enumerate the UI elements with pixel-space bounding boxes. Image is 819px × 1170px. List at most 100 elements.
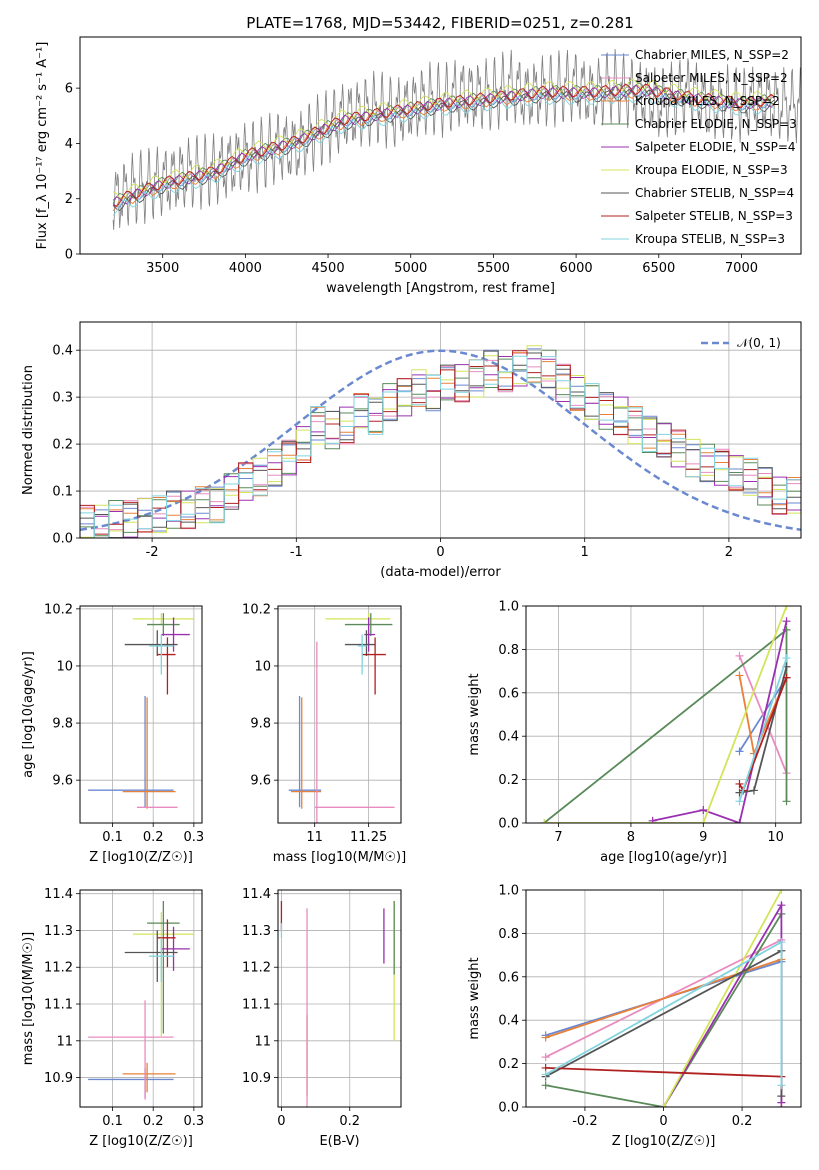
y-tick-label: 6 (65, 82, 73, 97)
y-tick-label: 4 (65, 137, 73, 152)
y-tick-label: 11.4 (242, 887, 271, 902)
weight-marker (735, 651, 744, 660)
plot-area (112, 48, 801, 230)
weight-line (545, 913, 783, 1107)
x-tick-label: 4000 (229, 261, 262, 276)
y-tick-label: 11.2 (242, 961, 271, 976)
weight-line (544, 606, 788, 823)
y-tick-label: 0.6 (498, 970, 519, 985)
weight-marker (777, 890, 786, 894)
y-tick-label: 9.6 (52, 774, 73, 789)
weight-marker (648, 816, 657, 823)
x-tick-label: 0.3 (184, 830, 205, 845)
y-tick-label: 9.8 (250, 717, 271, 732)
y-axis-label: Flux [f_λ 10⁻¹⁷ erg cm⁻² s⁻¹ A⁻¹] (35, 42, 50, 250)
weight-marker (735, 671, 744, 680)
y-axis-label: mass [log10(M/M☉)] (21, 932, 36, 1065)
y-tick-label: 10 (56, 659, 73, 674)
y-tick-label: 10.2 (242, 602, 271, 617)
x-tick-label: 4500 (312, 261, 345, 276)
weight-marker (782, 617, 791, 626)
x-tick-label: 0.2 (143, 1114, 164, 1129)
legend-entry: Salpeter STELIB, N_SSP=3 (635, 209, 793, 223)
x-axis-label: wavelength [Angstrom, rest frame] (326, 281, 555, 296)
y-tick-label: 0.2 (52, 438, 73, 453)
panel-age-vs-Z: 0.1 0.2 0.3 9.6 9.8 10 10.2 Z [log10(Z/Z☉)] age … (21, 602, 204, 865)
axes-frame (525, 889, 802, 1108)
y-axis-label: mass weight (467, 957, 482, 1039)
x-tick-label: 0.2 (143, 830, 164, 845)
figure-title: PLATE=1768, MJD=53442, FIBERID=0251, z=0… (246, 14, 633, 32)
x-axis-label: Z [log10(Z/Z☉)] (612, 1134, 716, 1149)
weight-line (545, 1067, 782, 1078)
y-tick-label: 0.8 (498, 927, 519, 942)
histogram-step (80, 355, 801, 538)
panel-weight-vs-Z: -0.2 0 0.2 0.0 0.2 0.4 0.6 0.8 1.0 Z [log10(Z/Z☉)… (467, 884, 802, 1149)
weight-marker (777, 901, 786, 910)
x-tick-label: 0 (659, 1114, 667, 1129)
y-tick-label: 10 (254, 659, 271, 674)
legend-entry: Salpeter ELODIE, N_SSP=4 (635, 140, 796, 154)
x-tick-label: 0 (277, 1114, 285, 1129)
y-tick-label: 0.2 (498, 773, 519, 788)
axes-frame (277, 605, 402, 824)
weight-marker (777, 938, 786, 947)
model-line (112, 78, 775, 200)
y-tick-label: 10.2 (44, 602, 73, 617)
y-tick-label: 11.3 (44, 924, 73, 939)
gaussian-curve (80, 349, 801, 532)
weight-marker (735, 779, 744, 788)
x-tick-label: -2 (146, 545, 159, 560)
weight-marker (541, 1081, 550, 1090)
axes-frame (277, 889, 402, 1108)
weight-marker (777, 1092, 786, 1101)
x-tick-label: 0.3 (184, 1114, 205, 1129)
x-tick-label: 0.1 (102, 1114, 123, 1129)
legend-entry: Chabrier MILES, N_SSP=2 (635, 48, 789, 62)
x-tick-label: 8 (627, 830, 635, 845)
y-tick-label: 11 (56, 1034, 73, 1049)
y-axis-label: Normed distribution (21, 365, 36, 495)
axes-frame (525, 605, 802, 824)
y-tick-label: 10.9 (242, 1071, 271, 1086)
y-tick-label: 0.4 (498, 1014, 519, 1029)
weight-line (738, 655, 788, 774)
y-tick-label: 0.1 (52, 485, 73, 500)
x-tick-label: 0.2 (339, 1114, 360, 1129)
x-axis-label: mass [log10(M/M☉)] (273, 850, 406, 865)
axes-frame (79, 605, 203, 824)
y-tick-label: 9.8 (52, 717, 73, 732)
x-axis-label: age [log10(age/yr)] (600, 850, 727, 865)
weight-marker (735, 747, 744, 756)
x-tick-label: 6500 (642, 261, 675, 276)
axes-frame (79, 36, 802, 255)
x-tick-label: 10 (767, 830, 784, 845)
panel-spectrum: 3500 4000 4500 5000 5500 6000 6500 7000 0 2 4 6 wave… (35, 36, 802, 296)
x-tick-label: 3500 (146, 261, 179, 276)
model-line (112, 82, 775, 204)
plot-area (80, 345, 801, 538)
y-tick-label: 9.6 (250, 774, 271, 789)
y-tick-label: 0.6 (498, 686, 519, 701)
axes-frame (79, 889, 203, 1108)
x-tick-label: 11.25 (350, 830, 387, 845)
y-tick-label: 11 (254, 1034, 271, 1049)
plot-area (288, 613, 395, 823)
legend-entry: Salpeter MILES, N_SSP=2 (635, 71, 788, 85)
x-tick-label: 0.1 (102, 830, 123, 845)
plot-area (280, 901, 395, 1107)
weight-marker (735, 819, 744, 823)
legend-entry: Kroupa ELODIE, N_SSP=3 (635, 163, 788, 177)
y-axis-label: mass weight (467, 673, 482, 755)
legend-entry: Chabrier STELIB, N_SSP=4 (635, 186, 794, 200)
y-tick-label: 0.8 (498, 643, 519, 658)
x-tick-label: -1 (290, 545, 303, 560)
plot-area (88, 613, 194, 809)
x-tick-label: 5500 (477, 261, 510, 276)
legend-entry: Kroupa STELIB, N_SSP=3 (635, 232, 785, 246)
x-axis-label: (data-model)/error (380, 565, 501, 580)
plot-area (541, 890, 786, 1107)
weight-marker (777, 1081, 786, 1090)
legend-entry: Chabrier ELODIE, N_SSP=3 (635, 117, 797, 131)
weight-marker (749, 786, 758, 795)
